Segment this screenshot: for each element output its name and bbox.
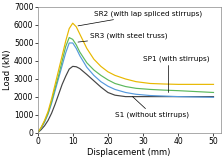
X-axis label: Displacement (mm): Displacement (mm): [87, 148, 171, 156]
Text: SR2 (with lap spliced stirrups): SR2 (with lap spliced stirrups): [78, 10, 202, 26]
Text: SR3 (with steel truss): SR3 (with steel truss): [78, 33, 168, 42]
Text: S1 (without stirrups): S1 (without stirrups): [115, 97, 189, 118]
Text: SP1 (with stirrups): SP1 (with stirrups): [143, 55, 210, 92]
Y-axis label: Load (kN): Load (kN): [4, 50, 13, 90]
